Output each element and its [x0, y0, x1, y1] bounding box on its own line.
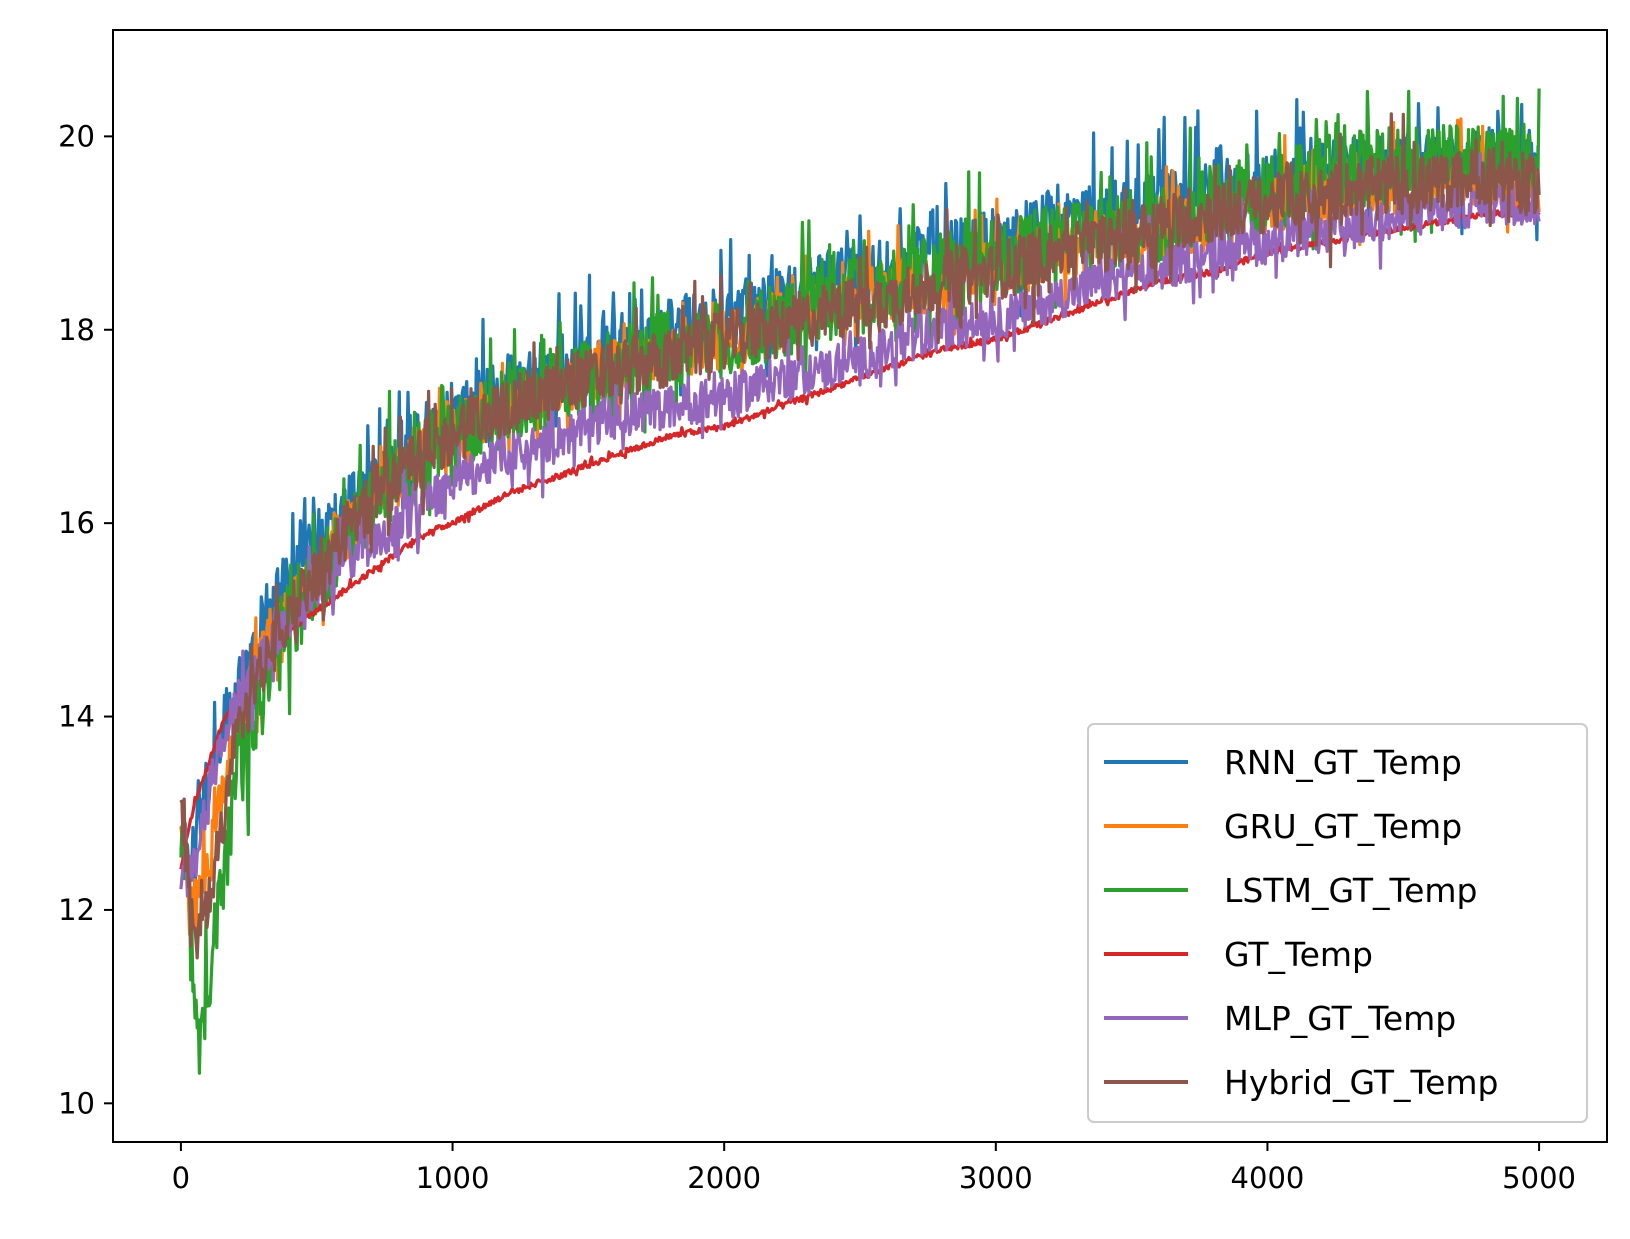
legend-label: GT_Temp [1224, 935, 1373, 974]
plot-frame [112, 29, 1608, 1143]
legend-label: MLP_GT_Temp [1224, 999, 1456, 1038]
y-tick-label: 10 [58, 1086, 95, 1120]
y-tick-label: 20 [58, 119, 95, 153]
y-tick-label: 12 [58, 893, 95, 927]
x-tick-label: 5000 [1502, 1161, 1576, 1195]
x-tick-label: 0 [172, 1161, 190, 1195]
legend: RNN_GT_Temp GRU_GT_Temp LSTM_GT_Temp GT_Tem… [1087, 723, 1588, 1123]
x-tick-label: 3000 [959, 1161, 1033, 1195]
legend-label: Hybrid_GT_Temp [1224, 1063, 1498, 1102]
x-tick-label: 4000 [1231, 1161, 1305, 1195]
x-tick-label: 2000 [687, 1161, 761, 1195]
legend-box [1087, 723, 1588, 1123]
y-tick-label: 18 [58, 313, 95, 347]
x-tick-label: 1000 [416, 1161, 490, 1195]
x-axis: 0 1000 2000 3000 4000 5000 [172, 1142, 1576, 1195]
legend-label: LSTM_GT_Temp [1224, 871, 1477, 910]
y-tick-label: 14 [58, 700, 95, 734]
legend-label: GRU_GT_Temp [1224, 807, 1462, 846]
y-axis: 10 12 14 16 18 20 [58, 119, 113, 1120]
series-line-hybrid-gt-temp [179, 112, 1541, 960]
series-layer [179, 88, 1541, 1075]
y-tick-label: 16 [58, 506, 95, 540]
legend-label: RNN_GT_Temp [1224, 743, 1462, 782]
